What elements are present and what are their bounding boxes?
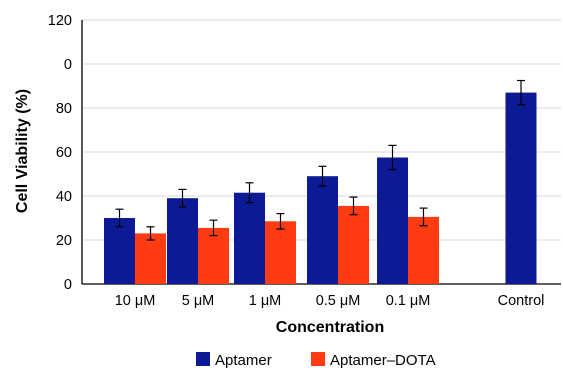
legend-swatch-aptamer-dota	[311, 352, 325, 366]
bar-aptamer-dota	[408, 216, 439, 284]
bars	[104, 92, 537, 284]
x-tick-label: 0.5 μM	[316, 293, 361, 309]
bar-aptamer	[307, 176, 338, 284]
error-bars	[115, 79, 525, 241]
bar-aptamer-dota	[198, 227, 229, 284]
y-tick-label: 80	[56, 101, 72, 117]
x-tick-label: 1 μM	[249, 293, 282, 309]
bar-aptamer	[167, 198, 198, 284]
legend-label-aptamer: Aptamer	[215, 352, 272, 369]
bar-aptamer	[377, 157, 408, 284]
x-axis-title: Concentration	[276, 319, 384, 336]
y-tick-label: 20	[56, 233, 72, 249]
y-tick-label: 120	[48, 13, 72, 29]
y-axis-title: Cell Viability (%)	[14, 89, 31, 213]
x-tick-label: 0.1 μM	[386, 293, 431, 309]
y-tick-label: 0	[64, 277, 72, 293]
bar-aptamer-dota	[135, 233, 166, 284]
bar-aptamer	[505, 92, 537, 284]
bar-aptamer-dota	[338, 205, 369, 284]
bar-aptamer-dota	[265, 221, 296, 284]
legend: Aptamer Aptamer–DOTA	[196, 352, 436, 369]
legend-label-aptamer-dota: Aptamer–DOTA	[330, 352, 436, 369]
labels: 0 20 40 60 80 120 0 10 μM 5 μM 1 μM 0.5 μM 0.1 μM Co…	[48, 13, 545, 309]
x-tick-label: 10 μM	[115, 293, 156, 309]
bar-aptamer	[234, 192, 265, 284]
gridlines	[82, 19, 561, 241]
bar-aptamer	[104, 218, 135, 284]
y-tick-label: 60	[56, 145, 72, 161]
legend-swatch-aptamer	[196, 352, 210, 366]
y-tick-label: 40	[56, 189, 72, 205]
y-tick-label: 0	[64, 57, 72, 73]
x-tick-label: 5 μM	[182, 293, 215, 309]
x-tick-label: Control	[498, 293, 545, 309]
